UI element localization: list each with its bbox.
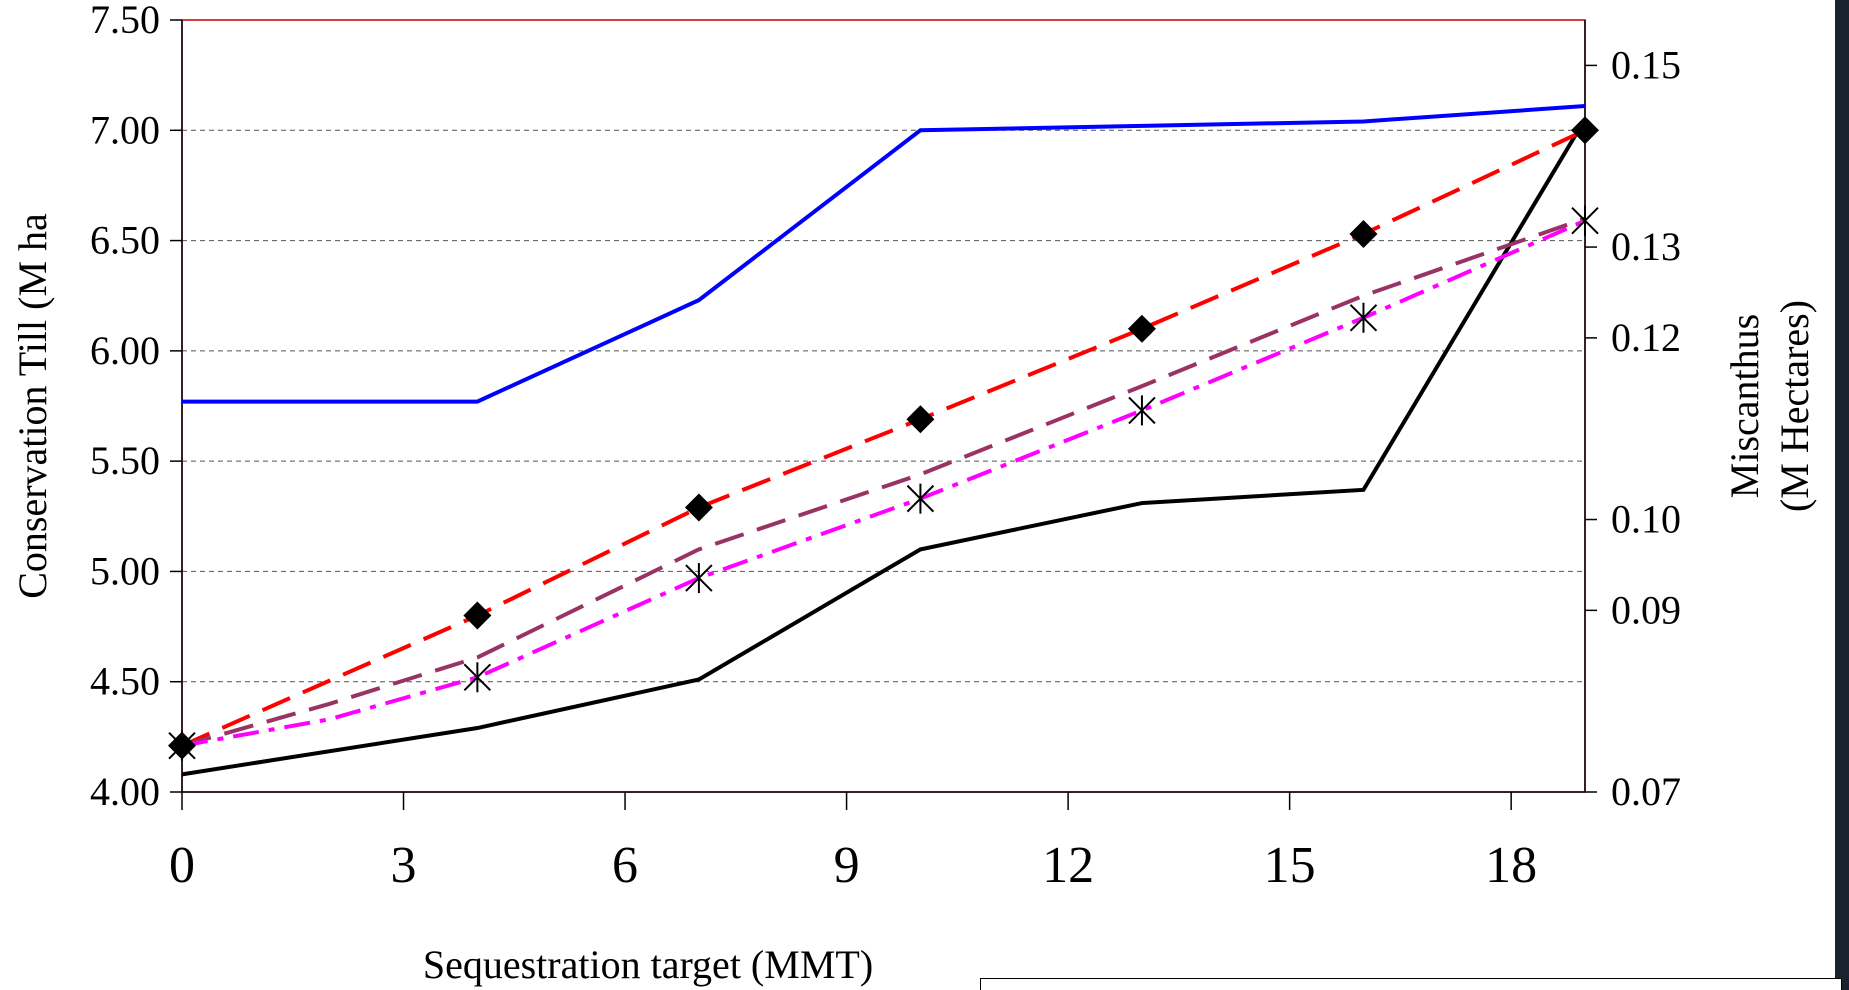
legend-box (980, 978, 1842, 990)
y-tick-label: 4.50 (90, 659, 160, 704)
y2-axis-title-line1: Miscanthus (1722, 314, 1767, 498)
y-tick-label: 7.00 (90, 107, 160, 152)
x-tick-label: 12 (1042, 837, 1094, 894)
asterisk-marker (463, 662, 492, 693)
y2-tick-label: 0.07 (1611, 769, 1681, 814)
y2-tick-label: 0.12 (1611, 315, 1681, 360)
y-tick-label: 5.50 (90, 438, 160, 483)
series-1-line (182, 104, 1586, 404)
series-2-line (181, 118, 1587, 777)
y-tick-label: 6.00 (90, 328, 160, 373)
asterisk-marker (906, 483, 935, 514)
y2-axis-title-line2: (M Hectares) (1772, 300, 1817, 512)
x-tick-label: 6 (612, 837, 638, 894)
diamond-marker (906, 405, 935, 434)
y-tick-label: 6.50 (90, 218, 160, 263)
y2-tick-label: 0.15 (1611, 42, 1681, 87)
x-tick-label: 0 (169, 837, 195, 894)
plot-area-border (181, 19, 1586, 793)
diamond-marker (463, 601, 492, 630)
x-tick-label: 3 (391, 837, 417, 894)
window-edge (1835, 0, 1849, 990)
asterisk-marker (1128, 395, 1156, 426)
gridlines (182, 129, 1585, 683)
x-axis-title: Sequestration target (MMT) (423, 942, 873, 987)
y2-tick-label: 0.10 (1611, 497, 1681, 542)
series-3-line (181, 128, 1586, 748)
asterisk-marker (685, 563, 713, 594)
x-tick-label: 9 (834, 837, 860, 894)
series-5-line (181, 218, 1586, 748)
diamond-marker (684, 493, 713, 522)
x-tick-label: 15 (1264, 837, 1316, 894)
y-axis-title: Conservation Till (M ha (10, 213, 55, 599)
diamond-marker (1571, 116, 1599, 145)
y2-tick-label: 0.13 (1611, 224, 1681, 269)
y2-tick-label: 0.09 (1611, 587, 1681, 632)
y-tick-label: 5.00 (90, 548, 160, 593)
diamond-marker (1349, 219, 1378, 248)
axes: 4.00 4.50 5.00 5.50 6.00 6.50 7.00 7.50 0.07 0.09… (90, 0, 1681, 894)
y-tick-label: 4.00 (90, 769, 160, 814)
series-4-line (181, 216, 1586, 748)
y-tick-label: 7.50 (90, 0, 160, 42)
series-lines (181, 104, 1587, 777)
asterisk-marker (168, 730, 196, 761)
diamond-marker (1127, 314, 1156, 343)
asterisk-marker (1349, 302, 1378, 333)
x-tick-label: 18 (1485, 837, 1537, 894)
series-markers (168, 116, 1599, 761)
asterisk-marker (1571, 205, 1599, 236)
